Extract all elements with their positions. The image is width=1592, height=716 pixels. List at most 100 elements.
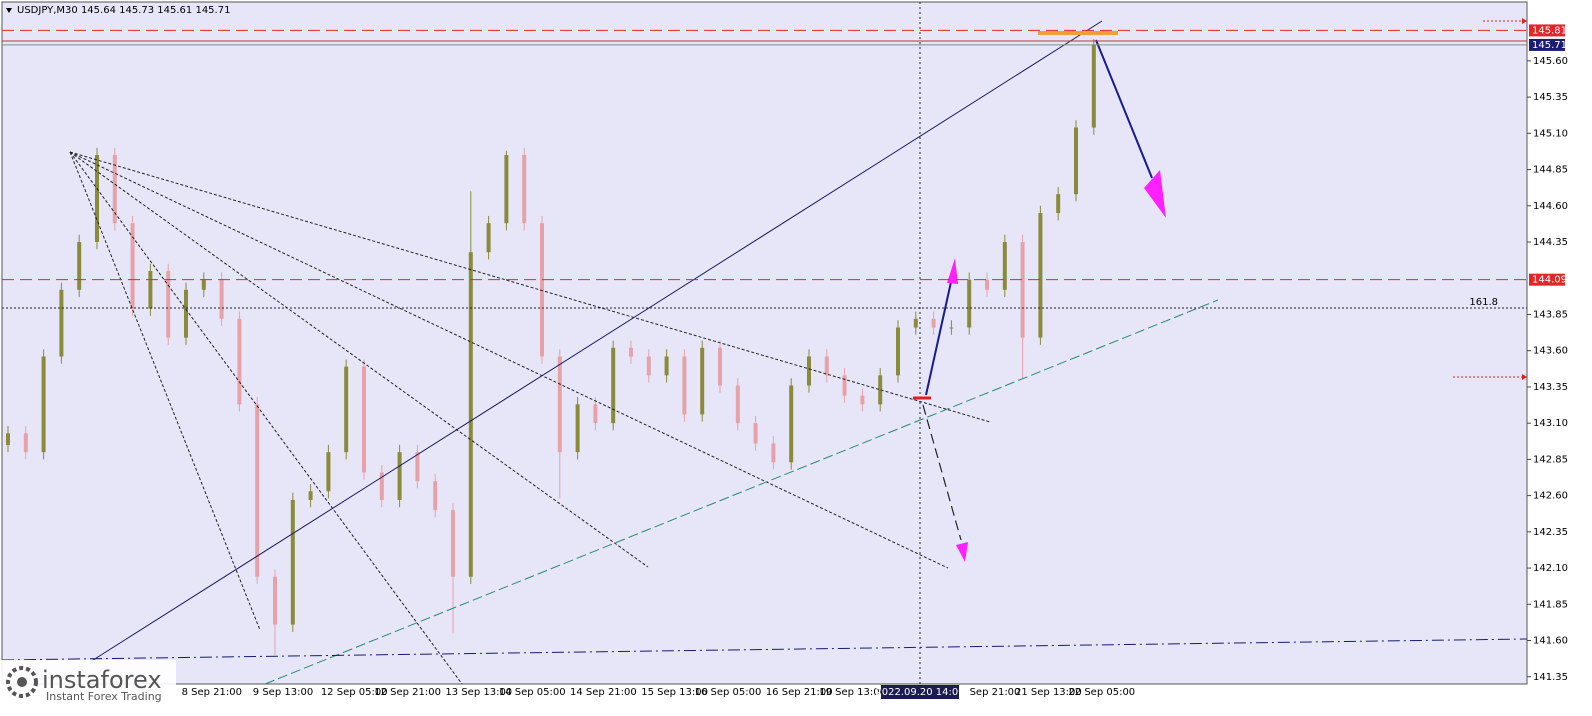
forecast-arrow (1095, 39, 1153, 179)
alert-head (1522, 374, 1527, 380)
menu-icon (6, 8, 12, 13)
y-tick-label: 142.60 (1533, 491, 1568, 502)
candle-body (700, 347, 705, 415)
x-tick-label: 16 Sep 05:00 (695, 687, 762, 698)
candle-body (646, 356, 651, 376)
candle-body (718, 347, 722, 386)
candle-body (1002, 242, 1007, 290)
crosshair-label: 2022.09.20 14:00 (875, 687, 964, 698)
x-tick-label: 14 Sep 21:00 (570, 687, 637, 698)
logo-icon (17, 677, 27, 687)
candle-body (540, 223, 544, 357)
axes: 141.35 141.60 141.85 142.10 142.35 142.60 142.… (182, 24, 1568, 699)
arrow-head (1144, 170, 1166, 218)
candle-body (896, 327, 900, 376)
x-tick-label: 14 Sep 05:00 (499, 687, 566, 698)
arrow-head (956, 542, 968, 562)
candle-body (23, 433, 28, 453)
logo-icon (6, 666, 38, 698)
price-level-label: 144.09 (1532, 275, 1567, 286)
y-tick-label: 141.60 (1533, 636, 1568, 647)
x-tick-label: 12 Sep 21:00 (374, 687, 441, 698)
y-tick-label: 143.35 (1533, 382, 1568, 393)
x-tick-label: 16 Sep 21:00 (766, 687, 833, 698)
price-level-box (1529, 273, 1565, 286)
logo-name: instaforex (42, 666, 162, 694)
y-tick-label: 143.85 (1533, 309, 1568, 320)
candle-body (824, 356, 829, 376)
levels (2, 29, 1527, 281)
logo: instaforex Instant Forex Trading (0, 660, 176, 704)
candle-body (6, 433, 10, 445)
x-tick-label: 12 Sep 05:00 (321, 687, 388, 698)
logo-box (0, 660, 176, 704)
last-price-box (1529, 38, 1565, 51)
candle-body (985, 279, 989, 290)
fan-line (69, 151, 463, 685)
alert-head (1522, 18, 1527, 24)
last-price-label: 145.71 (1532, 40, 1567, 51)
candle-body (682, 356, 687, 415)
forecast-arrow (922, 404, 962, 541)
candle-body (1056, 194, 1061, 214)
y-tick-label: 144.60 (1533, 201, 1568, 212)
x-tick-label: 13 Sep 13:00 (445, 687, 512, 698)
x-tick-label: Sep 21:00 (970, 687, 1021, 698)
drawings (1, 2, 1528, 685)
candle-body (949, 327, 954, 329)
candle-body (41, 356, 46, 453)
y-tick-label: 142.35 (1533, 527, 1568, 538)
candle-body (913, 318, 918, 328)
candle-body (59, 289, 64, 357)
candle-body (504, 155, 509, 224)
forecast-arrow (925, 281, 952, 396)
price-level-label: 145.81 (1532, 25, 1567, 36)
y-tick-label: 142.85 (1533, 454, 1568, 465)
candle-body (860, 395, 865, 405)
x-tick-label: 8 Sep 21:00 (182, 687, 242, 698)
x-tick-label: 21 Sep 13:00 (1015, 687, 1082, 698)
candle-body (95, 155, 99, 243)
candle-body (237, 318, 242, 405)
candle-body (1038, 213, 1043, 338)
candle-body (789, 385, 794, 463)
candle-body (753, 423, 758, 444)
y-tick-label: 145.10 (1533, 128, 1568, 139)
y-tick-label: 142.10 (1533, 563, 1568, 574)
chart-title: USDJPY,M30 145.64 145.73 145.61 145.71 (17, 5, 230, 16)
candle-body (771, 443, 776, 463)
x-tick-label: 15 Sep 13:00 (641, 687, 708, 698)
candle-body (931, 318, 936, 328)
y-tick-label: 141.35 (1533, 672, 1568, 683)
candle-body (397, 452, 402, 500)
y-tick-label: 143.10 (1533, 418, 1568, 429)
candles (6, 39, 1096, 656)
fib-label: 161.8 (1469, 297, 1498, 308)
candle-body (967, 279, 972, 328)
candle-body (611, 347, 616, 424)
candle-body (575, 404, 580, 453)
candle-body (1091, 44, 1096, 128)
candle-body (468, 252, 473, 577)
candle-body (1020, 242, 1025, 338)
candle-body (451, 510, 455, 577)
candle-body (362, 366, 366, 473)
candle-body (344, 366, 349, 453)
arrow-head (947, 258, 958, 284)
candle-body (184, 289, 188, 338)
fan-line (69, 151, 949, 569)
candle-body (166, 270, 171, 338)
y-tick-label: 141.85 (1533, 599, 1568, 610)
candle-body (807, 356, 811, 386)
candle-body (273, 576, 277, 625)
logo-tagline: Instant Forex Trading (46, 690, 162, 703)
candle-body (664, 356, 669, 376)
candle-body (842, 375, 847, 396)
candle-body (379, 472, 384, 500)
plot-area (1, 1, 1528, 685)
candle-body (486, 223, 491, 253)
y-tick-label: 143.60 (1533, 346, 1568, 357)
candle-body (326, 452, 331, 492)
fan-line (69, 151, 649, 568)
